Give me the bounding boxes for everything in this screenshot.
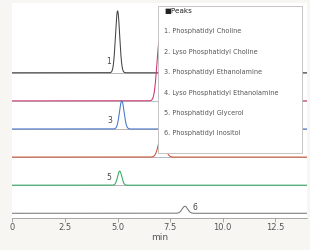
Text: ■Peaks: ■Peaks — [164, 8, 192, 14]
Text: 2: 2 — [168, 85, 173, 94]
Text: 5: 5 — [107, 173, 112, 182]
Text: 4. Lyso Phosphatidyl Ethanolamine: 4. Lyso Phosphatidyl Ethanolamine — [164, 90, 278, 96]
Text: 6. Phosphatidyl Inositol: 6. Phosphatidyl Inositol — [164, 130, 241, 136]
Text: 4: 4 — [170, 144, 175, 153]
Text: 1: 1 — [106, 57, 110, 66]
FancyBboxPatch shape — [158, 6, 302, 153]
Text: 3. Phosphatidyl Ethanolamine: 3. Phosphatidyl Ethanolamine — [164, 69, 262, 75]
Text: 1. Phosphatidyl Choline: 1. Phosphatidyl Choline — [164, 28, 241, 34]
Text: 3: 3 — [108, 116, 113, 125]
X-axis label: min: min — [151, 234, 168, 242]
Text: 2. Lyso Phosphatidyl Choline: 2. Lyso Phosphatidyl Choline — [164, 49, 258, 55]
Text: 6: 6 — [193, 203, 198, 212]
Text: 5. Phosphatidyl Glycerol: 5. Phosphatidyl Glycerol — [164, 110, 244, 116]
